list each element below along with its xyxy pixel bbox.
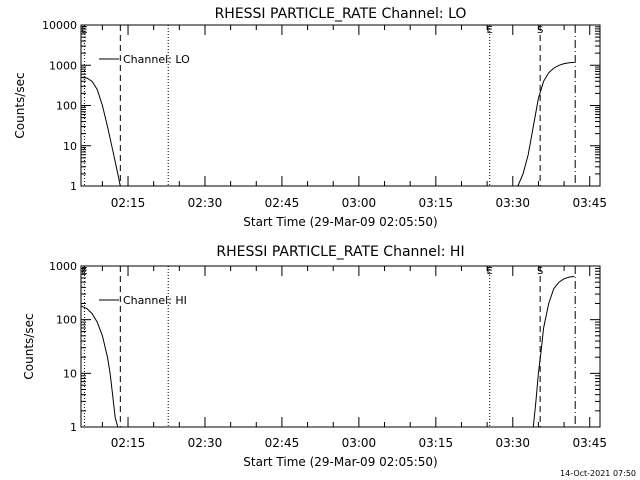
x-tick-label: 03:00 [342,196,377,210]
x-tick-label: 03:30 [495,196,530,210]
x-tick-label: 03:15 [419,196,454,210]
chart-title: RHESSI PARTICLE_RATE Channel: LO [215,6,467,22]
event-marker-label: E [487,266,493,277]
series-line [517,61,575,186]
x-axis-label: Start Time (29-Mar-09 02:05:50) [243,215,437,229]
legend-label: Channel: HI [123,294,187,307]
footer-timestamp: 14-Oct-2021 07:50 [560,469,636,478]
y-tick-label: 10000 [42,19,77,32]
x-tick-label: 02:45 [265,436,300,450]
series-line [81,305,119,427]
plot-frame [80,24,601,187]
x-tick-label: 03:00 [342,436,377,450]
y-tick-label: 100 [56,314,77,327]
x-tick-label: 02:15 [111,196,146,210]
x-tick-label: 03:30 [495,436,530,450]
x-tick-label: 02:15 [111,436,146,450]
legend-label: Channel: LO [123,53,190,66]
y-tick-label: 10 [63,140,77,153]
x-tick-label: 03:15 [419,436,454,450]
y-tick-label: 10 [63,367,77,380]
x-tick-label: 03:45 [572,196,607,210]
y-tick-label: 1000 [49,59,77,72]
event-marker-label: S [537,266,543,277]
x-tick-label: 02:30 [188,196,223,210]
event-marker-label: E [81,266,87,277]
event-marker-label: E [487,25,493,36]
event-marker-label: S [537,25,543,36]
y-tick-label: 1 [70,421,77,434]
y-tick-label: 1000 [49,260,77,273]
x-tick-label: 02:45 [265,196,300,210]
y-axis-label: Counts/sec [13,72,27,138]
x-tick-label: 02:30 [188,436,223,450]
y-tick-label: 100 [56,100,77,113]
y-axis-label: Counts/sec [22,313,36,379]
x-tick-label: 03:45 [572,436,607,450]
x-axis-label: Start Time (29-Mar-09 02:05:50) [243,455,437,469]
series-line [81,76,122,186]
series-line [532,275,575,427]
chart-title: RHESSI PARTICLE_RATE Channel: HI [216,244,464,260]
event-marker-label: E [81,25,87,36]
y-tick-label: 1 [70,180,77,193]
plot-frame [80,265,601,428]
